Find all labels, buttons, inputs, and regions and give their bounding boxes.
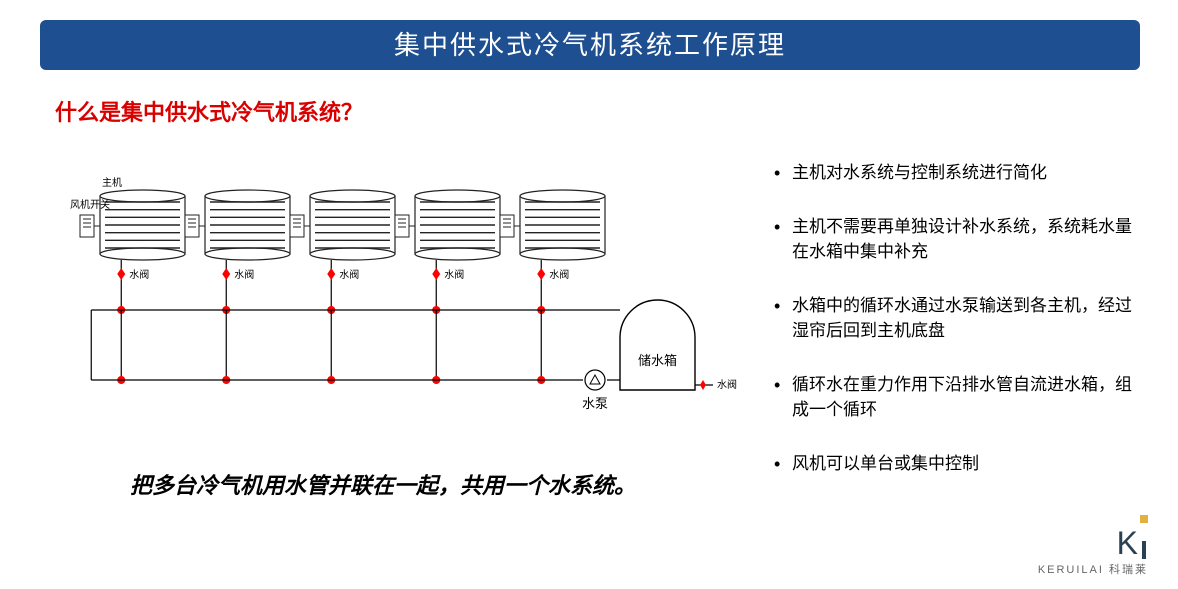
bullet-item: 主机对水系统与控制系统进行简化 <box>770 160 1140 186</box>
title-bar: 集中供水式冷气机系统工作原理 <box>40 20 1140 70</box>
svg-text:水泵: 水泵 <box>582 396 608 411</box>
brand-block: K KERUILAI 科瑞莱 <box>1038 515 1148 577</box>
bullet-item: 风机可以单台或集中控制 <box>770 451 1140 477</box>
feature-bullets: 主机对水系统与控制系统进行简化主机不需要再单独设计补水系统，系统耗水量在水箱中集… <box>770 160 1140 504</box>
brand-logo: K <box>1038 515 1148 559</box>
brand-k-icon: K <box>1117 527 1138 559</box>
svg-text:水阀: 水阀 <box>234 268 254 281</box>
brand-i-stem-icon <box>1142 541 1146 559</box>
bullet-item: 循环水在重力作用下沿排水管自流进水箱，组成一个循环 <box>770 372 1140 423</box>
svg-text:水阀: 水阀 <box>444 268 464 281</box>
bullet-item: 水箱中的循环水通过水泵输送到各主机，经过湿帘后回到主机底盘 <box>770 293 1140 344</box>
bullet-item: 主机不需要再单独设计补水系统，系统耗水量在水箱中集中补充 <box>770 214 1140 265</box>
svg-text:储水箱: 储水箱 <box>638 353 677 368</box>
subtitle-question: 什么是集中供水式冷气机系统？ <box>55 95 363 127</box>
svg-text:风机开关: 风机开关 <box>70 198 110 211</box>
svg-text:水阀: 水阀 <box>339 268 359 281</box>
svg-text:主机: 主机 <box>102 176 122 189</box>
svg-text:水阀: 水阀 <box>129 268 149 281</box>
svg-text:水阀: 水阀 <box>717 378 737 391</box>
diagram-caption: 把多台冷气机用水管并联在一起，共用一个水系统。 <box>130 468 636 500</box>
brand-text: KERUILAI 科瑞莱 <box>1038 561 1148 577</box>
svg-text:水阀: 水阀 <box>549 268 569 281</box>
system-diagram: 水阀风机开关主机水阀水阀水阀水阀水泵储水箱水阀 <box>40 170 740 450</box>
brand-i-dot-icon <box>1140 515 1148 523</box>
